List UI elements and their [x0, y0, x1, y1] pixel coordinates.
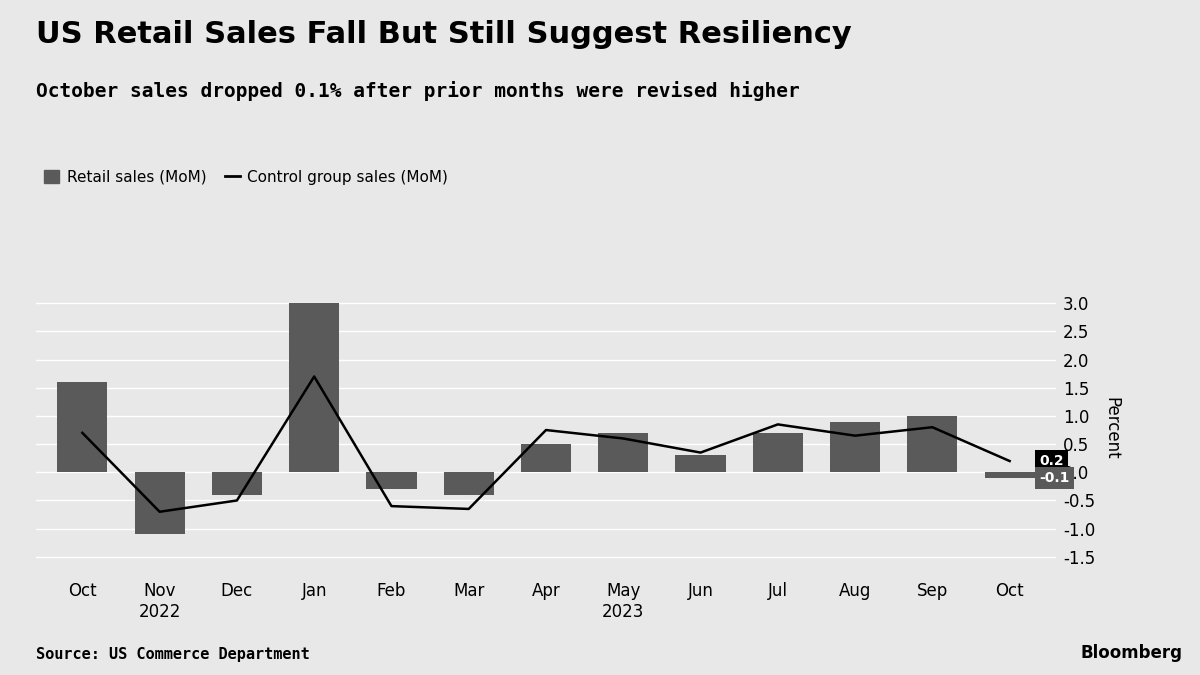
- Text: Source: US Commerce Department: Source: US Commerce Department: [36, 647, 310, 662]
- Legend: Retail sales (MoM), Control group sales (MoM): Retail sales (MoM), Control group sales …: [43, 169, 449, 185]
- Bar: [289, 303, 340, 472]
- Bar: [58, 382, 108, 472]
- Bar: [830, 422, 881, 472]
- Bar: [752, 433, 803, 472]
- Bar: [134, 472, 185, 535]
- Text: Bloomberg: Bloomberg: [1080, 643, 1182, 662]
- Bar: [598, 433, 648, 472]
- Bar: [366, 472, 416, 489]
- Bar: [521, 444, 571, 472]
- Text: October sales dropped 0.1% after prior months were revised higher: October sales dropped 0.1% after prior m…: [36, 81, 799, 101]
- Bar: [444, 472, 494, 495]
- Bar: [676, 456, 726, 472]
- Text: US Retail Sales Fall But Still Suggest Resiliency: US Retail Sales Fall But Still Suggest R…: [36, 20, 852, 49]
- Bar: [907, 416, 958, 472]
- Text: -0.1: -0.1: [1039, 471, 1069, 485]
- Text: 0.2: 0.2: [1039, 454, 1063, 468]
- Bar: [211, 472, 262, 495]
- Bar: [984, 472, 1034, 478]
- Y-axis label: Percent: Percent: [1102, 398, 1120, 460]
